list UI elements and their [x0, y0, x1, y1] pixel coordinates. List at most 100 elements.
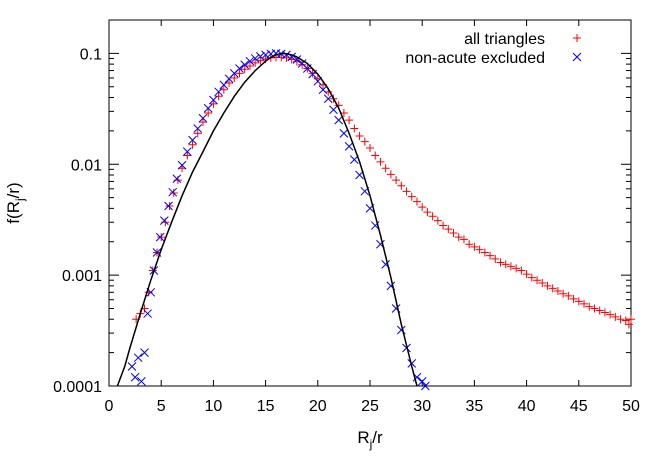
x-axis-label-tail: /r	[372, 428, 383, 447]
series-1	[127, 49, 430, 391]
data-point-plus	[512, 264, 521, 273]
data-point-cross	[203, 103, 213, 113]
data-point-plus	[569, 294, 578, 303]
x-tick-label: 30	[413, 398, 431, 415]
data-point-cross	[140, 348, 149, 357]
data-point-plus	[225, 79, 234, 88]
y-tick-label: 0.01	[71, 157, 102, 174]
y-axis-label: f(Rj/r)	[4, 182, 27, 223]
data-point-cross	[164, 201, 173, 211]
x-tick-label: 25	[361, 398, 379, 415]
y-axis-label-sub: j	[13, 198, 27, 202]
data-point-cross	[198, 113, 208, 123]
legend-marker-cross-icon	[572, 52, 582, 62]
data-point-plus	[486, 251, 495, 260]
data-point-plus	[204, 108, 213, 117]
data-point-plus	[209, 99, 218, 108]
data-point-plus	[371, 151, 380, 160]
fit-curve-line	[116, 52, 418, 387]
data-point-plus	[543, 281, 552, 290]
data-point-plus	[245, 61, 254, 70]
data-point-plus	[407, 192, 416, 201]
data-point-plus	[350, 124, 359, 133]
data-point-plus	[366, 144, 374, 153]
plot-frame	[108, 19, 632, 387]
legend-marker-plus-icon	[573, 34, 581, 42]
x-tick-label: 10	[205, 398, 223, 415]
data-point-cross	[137, 377, 146, 386]
series-2	[116, 52, 418, 387]
data-point-plus	[386, 170, 395, 179]
data-point-plus	[517, 266, 526, 275]
data-point-plus	[533, 276, 542, 285]
x-axis-label: Rj/r	[357, 428, 383, 451]
data-point-cross	[127, 362, 137, 371]
data-point-plus	[527, 273, 536, 282]
data-point-plus	[188, 140, 197, 149]
data-point-cross	[177, 160, 187, 170]
series-layer	[116, 49, 635, 391]
data-point-plus	[595, 306, 604, 315]
data-point-plus	[574, 297, 583, 306]
data-point-plus	[470, 242, 479, 251]
data-point-plus	[501, 260, 510, 269]
legend-label-all-triangles: all triangles	[464, 31, 545, 48]
data-point-plus	[345, 116, 354, 125]
y-tick-label: 0.001	[62, 268, 102, 285]
data-point-cross	[250, 54, 260, 63]
legend-marker-plus	[573, 34, 581, 42]
data-point-cross	[182, 147, 192, 156]
data-point-cross	[318, 85, 328, 95]
data-point-plus	[590, 304, 599, 313]
y-axis-label-pre: f(R	[4, 201, 23, 224]
data-point-plus	[308, 69, 317, 78]
data-point-plus	[538, 278, 547, 287]
x-axis: 0 5 10 15 20 25 30 35 40 45 50	[105, 20, 640, 415]
data-point-plus	[480, 248, 489, 257]
data-point-plus	[433, 216, 442, 225]
data-point-plus	[600, 308, 609, 317]
data-point-plus	[627, 315, 635, 324]
data-point-cross	[172, 174, 182, 184]
data-point-cross	[256, 52, 265, 61]
data-point-plus	[183, 151, 192, 160]
x-tick-label: 35	[466, 398, 484, 415]
data-point-plus	[165, 202, 174, 211]
y-axis: 0.1 0.01 0.001 0.0001	[53, 46, 631, 396]
x-tick-label: 40	[518, 398, 536, 415]
x-tick-label: 20	[309, 398, 327, 415]
data-point-plus	[611, 312, 620, 321]
x-axis-label-main: R	[357, 428, 369, 447]
series-0	[132, 53, 635, 329]
data-point-plus	[402, 187, 411, 196]
data-point-plus	[230, 73, 239, 82]
data-point-cross	[334, 115, 344, 125]
data-point-plus	[198, 118, 207, 127]
data-point-plus	[214, 92, 223, 101]
data-point-cross	[133, 353, 143, 363]
x-axis-label-sub: j	[369, 437, 373, 451]
x-tick-label: 50	[622, 398, 640, 415]
data-point-plus	[412, 197, 421, 206]
data-point-plus	[454, 233, 463, 242]
data-point-cross	[193, 124, 203, 133]
data-point-plus	[548, 284, 557, 293]
data-point-cross	[261, 50, 270, 60]
data-point-plus	[606, 310, 615, 319]
data-point-plus	[496, 258, 505, 267]
data-point-plus	[423, 208, 432, 217]
data-point-cross	[219, 80, 229, 90]
legend-label-non-acute-excluded: non-acute excluded	[405, 50, 545, 67]
data-point-cross	[282, 50, 291, 60]
legend-marker-cross	[572, 52, 582, 62]
data-point-cross	[292, 55, 302, 64]
data-point-plus	[235, 69, 244, 78]
data-point-plus	[559, 289, 568, 298]
data-point-cross	[329, 105, 338, 115]
data-point-cross	[214, 87, 223, 97]
data-point-plus	[624, 320, 633, 329]
x-tick-label: 15	[257, 398, 275, 415]
data-point-plus	[376, 157, 385, 166]
data-point-plus	[580, 299, 589, 308]
data-point-cross	[168, 187, 178, 197]
